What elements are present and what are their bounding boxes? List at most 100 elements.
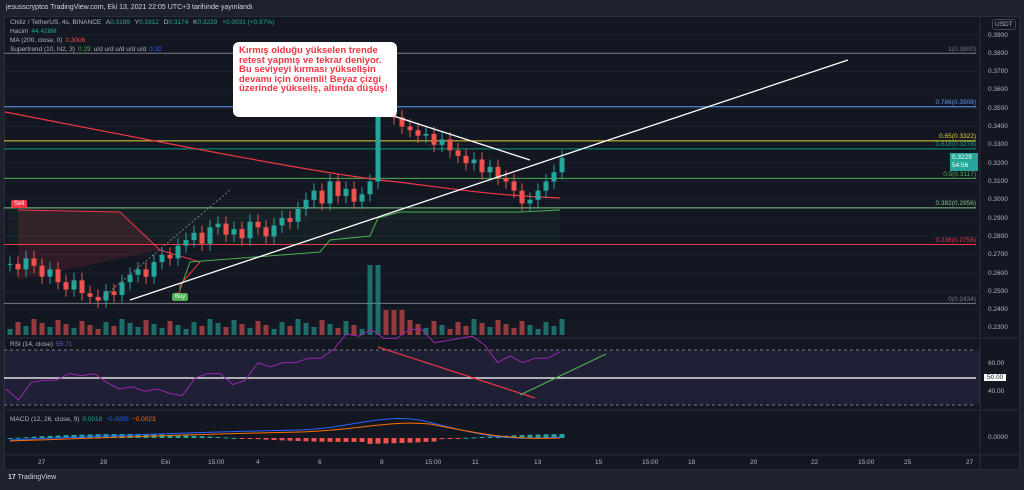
macd-histogram-bar xyxy=(183,435,189,438)
candle xyxy=(159,254,165,263)
price-tick: 0.3500 xyxy=(988,104,1008,112)
annotation-callout[interactable]: Kırmış olduğu yükselen trende retest yap… xyxy=(233,42,397,117)
macd-histogram-bar xyxy=(431,438,437,442)
time-tick: 15:00 xyxy=(425,459,442,466)
candle xyxy=(279,218,285,226)
volume-bar xyxy=(551,326,557,335)
candle xyxy=(439,139,445,145)
ma-200-line xyxy=(4,111,561,199)
candle xyxy=(423,133,429,136)
macd-histogram-bar xyxy=(303,438,309,442)
price-tick: 0.3600 xyxy=(988,86,1008,94)
dashed-projection-line xyxy=(99,189,231,301)
time-tick: 4 xyxy=(256,459,260,466)
time-tick: 20 xyxy=(750,459,758,466)
candle xyxy=(479,159,485,173)
last-price-label: 0.3229 54:56 xyxy=(950,153,978,171)
candle xyxy=(527,199,533,204)
volume-bar xyxy=(503,324,509,335)
volume-bar xyxy=(231,320,237,335)
candle xyxy=(375,93,381,182)
macd-histogram-bar xyxy=(135,434,141,438)
macd-histogram-bar xyxy=(519,435,525,438)
time-tick: 27 xyxy=(38,459,46,466)
volume-bar xyxy=(303,323,309,335)
macd-histogram-bar xyxy=(231,437,237,439)
volume-bar xyxy=(527,325,533,335)
volume-bar xyxy=(95,329,101,335)
price-tick: 0.3100 xyxy=(988,177,1008,185)
macd-histogram-bar xyxy=(167,434,173,438)
time-tick: 29 xyxy=(100,459,108,466)
tradingview-logo[interactable]: 17 TradingView xyxy=(8,474,57,481)
volume-bar xyxy=(375,265,381,335)
price-tick: 0.2900 xyxy=(988,214,1008,222)
volume-bar xyxy=(423,328,429,335)
volume-bar xyxy=(247,328,253,335)
macd-histogram-bar xyxy=(343,438,349,442)
volume-bar xyxy=(383,310,389,335)
volume-legend: Hacim 44.428M xyxy=(10,28,57,35)
macd-histogram-bar xyxy=(423,438,429,442)
candle xyxy=(79,280,85,294)
volume-bar xyxy=(239,324,245,335)
candle xyxy=(519,190,525,204)
macd-histogram-bar xyxy=(383,438,389,444)
macd-histogram-bar xyxy=(351,438,357,442)
volume-bar xyxy=(207,319,213,335)
macd-histogram-bar xyxy=(375,438,381,444)
volume-bar xyxy=(215,323,221,335)
macd-histogram-bar xyxy=(455,438,461,439)
price-tick: 0.3900 xyxy=(988,31,1008,39)
signal-line xyxy=(9,422,561,442)
rsi-line xyxy=(5,329,561,401)
volume-bar xyxy=(143,320,149,335)
candle xyxy=(15,263,21,270)
macd-histogram-bar xyxy=(199,436,205,438)
volume-bar xyxy=(271,329,277,335)
macd-histogram-bar xyxy=(271,438,277,441)
macd-histogram-bar xyxy=(391,438,397,444)
time-tick: 15 xyxy=(595,459,603,466)
macd-histogram-bar xyxy=(511,435,517,438)
candle xyxy=(87,293,93,297)
candle xyxy=(7,263,13,265)
volume-bar xyxy=(535,329,541,335)
supertrend-up-line xyxy=(179,209,561,291)
fib-level-label: 1(0.3800) xyxy=(948,45,976,53)
candle xyxy=(71,280,77,290)
price-tick: 0.2600 xyxy=(988,269,1008,277)
macd-histogram-bar xyxy=(327,438,333,442)
candle xyxy=(271,225,277,237)
candle xyxy=(135,269,141,275)
candle xyxy=(263,227,269,237)
supertrend-down-fill xyxy=(18,210,160,280)
volume-bar xyxy=(287,326,293,335)
macd-histogram-bar xyxy=(415,438,421,443)
fib-level-label: 0.5(0.3117) xyxy=(943,170,976,178)
candle xyxy=(191,232,197,241)
volume-bar xyxy=(519,321,525,335)
macd-legend: MACD (12, 26, close, 9) 0.0018 −0.0005 −0.0… xyxy=(10,416,156,423)
volume-bar xyxy=(159,328,165,335)
candle xyxy=(295,208,301,222)
price-tick: 0.3200 xyxy=(988,159,1008,167)
time-tick: 25 xyxy=(904,459,912,466)
volume-bar xyxy=(463,326,469,335)
volume-bar xyxy=(351,325,357,335)
supertrend-legend: Supertrend (10, hl2, 3) 0.29 u/d u/d u/d u… xyxy=(10,46,162,53)
macd-histogram-bar xyxy=(463,437,469,439)
volume-bar xyxy=(31,319,37,335)
volume-bar xyxy=(407,320,413,335)
candle xyxy=(183,240,189,246)
candle xyxy=(535,190,541,200)
candle xyxy=(199,232,205,244)
volume-bar xyxy=(39,323,45,335)
candle xyxy=(175,245,181,259)
time-tick: 15:00 xyxy=(208,459,225,466)
candle xyxy=(231,229,237,235)
currency-label[interactable]: USDT xyxy=(992,19,1016,30)
macd-histogram-bar xyxy=(23,437,29,439)
price-tick: 0.2300 xyxy=(988,324,1008,332)
